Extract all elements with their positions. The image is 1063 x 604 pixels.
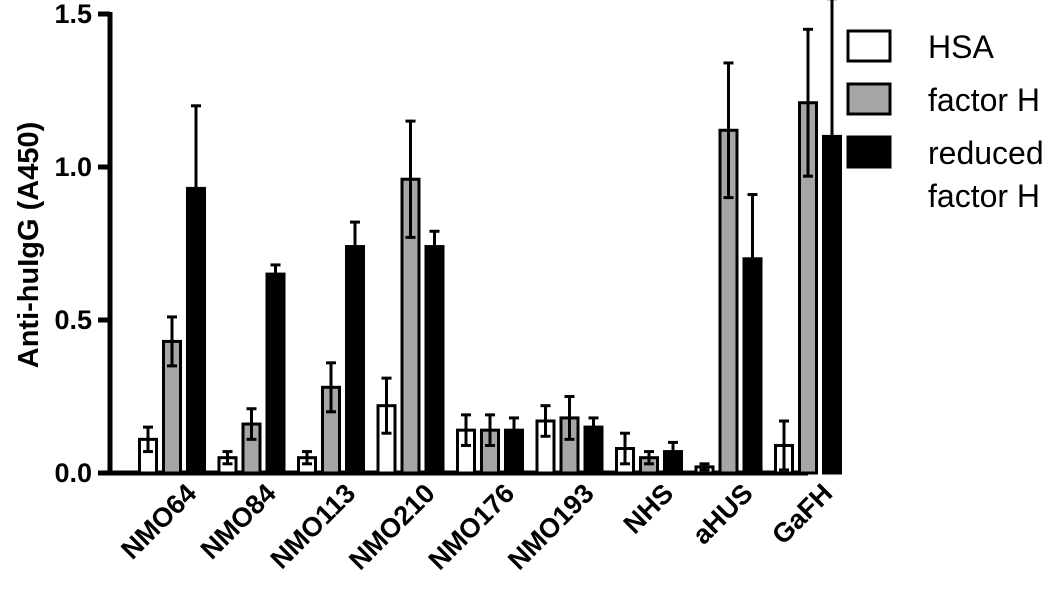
- x-tick-label: NMO64: [115, 478, 202, 565]
- legend-swatch: [846, 82, 892, 116]
- legend-label: factor H: [928, 178, 1040, 214]
- bars-group: [138, 0, 842, 475]
- x-tick-label: NMO113: [265, 478, 362, 575]
- legend-label: factor H: [928, 82, 1040, 118]
- y-tick-label: 1.5: [54, 0, 92, 29]
- x-tick-label: aHUS: [687, 478, 759, 550]
- bar: [663, 450, 683, 475]
- legend: HSA factor H reduced factor H: [846, 29, 1044, 214]
- y-axis-label: Anti-huIgG (A450): [13, 122, 45, 369]
- legend-swatch: [846, 135, 892, 169]
- bar: [583, 425, 604, 475]
- y-tick-label: 0.0: [54, 458, 92, 488]
- x-tick-label: NMO210: [343, 478, 441, 576]
- bar: [742, 257, 763, 475]
- legend-label: HSA: [928, 29, 994, 65]
- bar: [186, 186, 206, 475]
- bar: [424, 245, 445, 475]
- bar: [822, 134, 842, 475]
- x-tick-label: GaFH: [766, 478, 838, 550]
- legend-label: reduced: [928, 135, 1044, 171]
- bar: [504, 428, 524, 475]
- x-tick-label: NMO193: [502, 478, 600, 576]
- legend-swatch: [846, 29, 892, 63]
- y-tick-label: 0.5: [54, 305, 92, 335]
- bar: [345, 245, 365, 475]
- x-tick-label: NMO176: [423, 478, 521, 576]
- bar: [265, 272, 286, 475]
- y-tick-label: 1.0: [54, 152, 92, 182]
- x-tick-label: NHS: [618, 478, 680, 540]
